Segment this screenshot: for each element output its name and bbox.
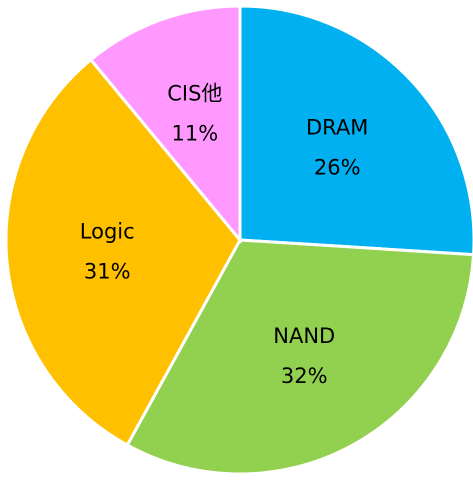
pie-slice [88, 4, 242, 245]
pie-slice [4, 57, 242, 448]
value-label: 11% [171, 122, 218, 146]
value-label: 26% [314, 156, 361, 180]
category-label: DRAM [306, 116, 368, 140]
category-label: CIS他 [167, 82, 222, 106]
value-label: 31% [84, 260, 131, 284]
value-label: 32% [281, 364, 328, 388]
category-label: Logic [80, 220, 135, 244]
pie-slice [238, 4, 473, 257]
pie-slice [125, 238, 473, 476]
category-label: NAND [273, 324, 335, 348]
